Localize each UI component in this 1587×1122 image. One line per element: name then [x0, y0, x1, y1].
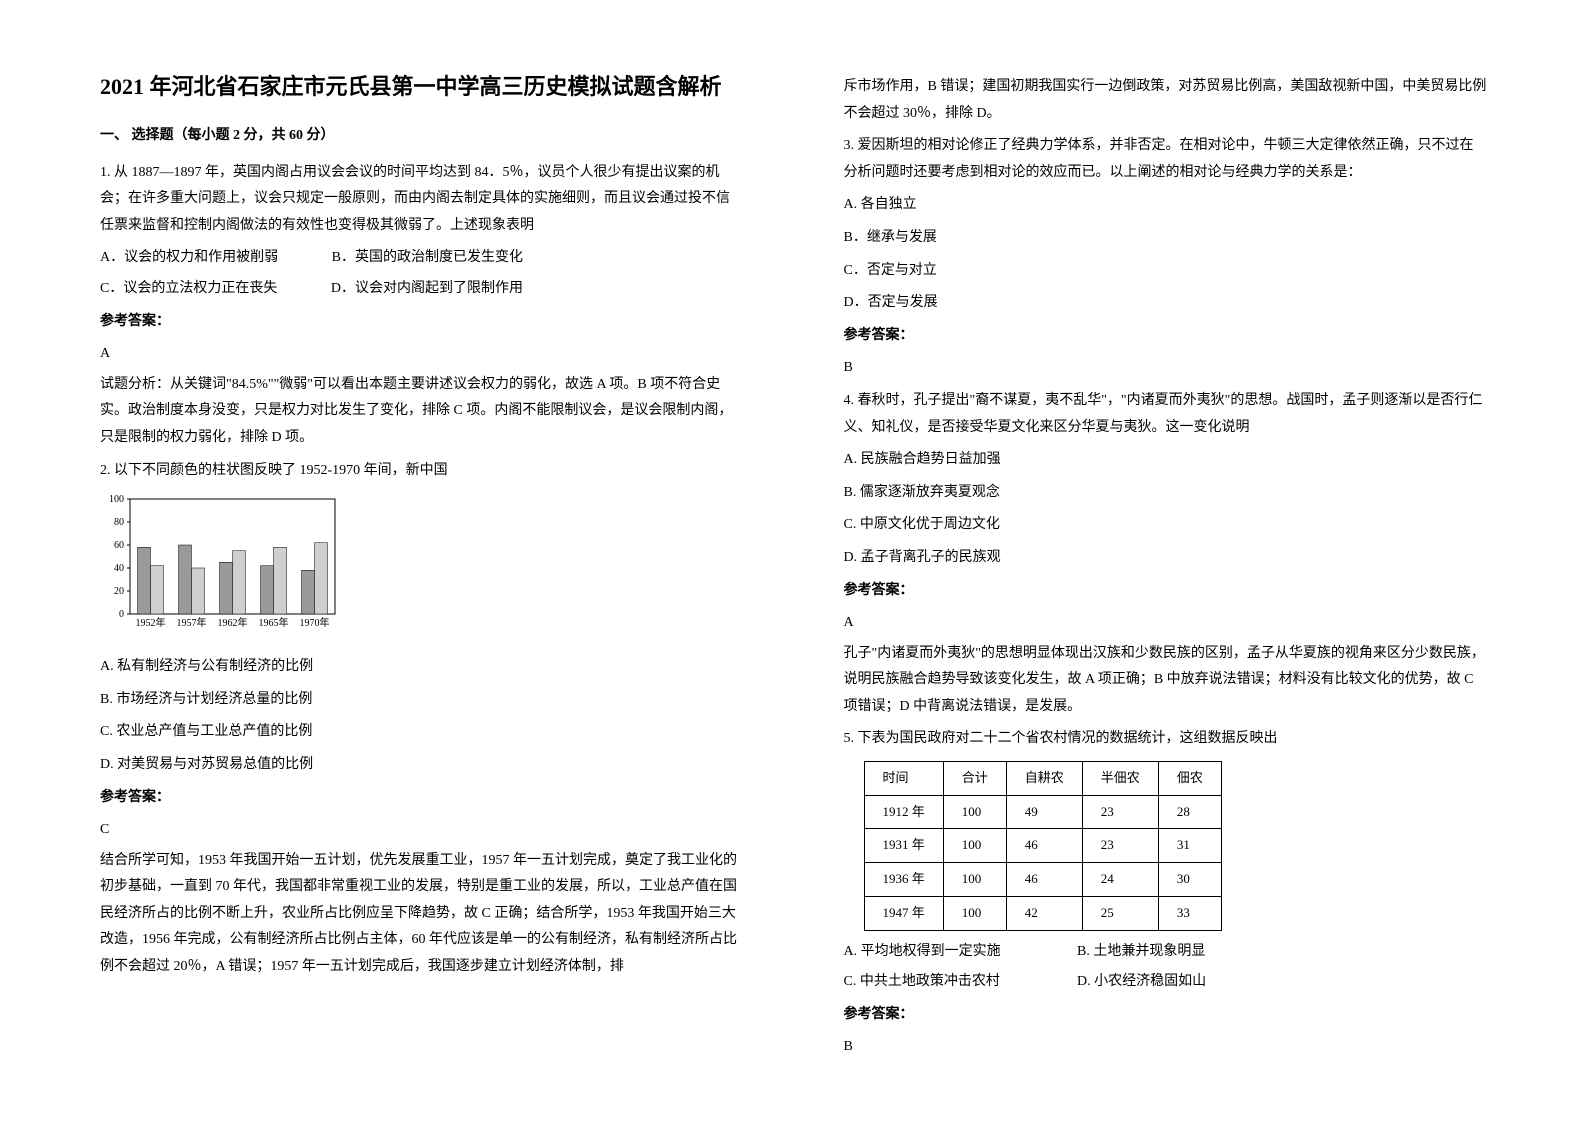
table-cell: 24: [1082, 863, 1158, 897]
table-row: 1936 年100462430: [864, 863, 1221, 897]
section-header: 一、 选择题（每小题 2 分，共 60 分）: [100, 123, 744, 150]
table-cell: 100: [943, 863, 1006, 897]
table-cell: 23: [1082, 829, 1158, 863]
q2-text: 2. 以下不同颜色的柱状图反映了 1952-1970 年间，新中国: [100, 458, 744, 485]
q5-answer-label: 参考答案：: [844, 1002, 1488, 1029]
svg-text:100: 100: [109, 494, 124, 505]
q2-answer: C: [100, 817, 744, 844]
q2-optC: C. 农业总产值与工业总产值的比例: [100, 719, 744, 746]
svg-text:40: 40: [114, 563, 124, 574]
table-cell: 1947 年: [864, 896, 943, 930]
table-cell: 1931 年: [864, 829, 943, 863]
table-cell: 100: [943, 896, 1006, 930]
table-cell: 25: [1082, 896, 1158, 930]
table-cell: 100: [943, 795, 1006, 829]
table-cell: 33: [1158, 896, 1221, 930]
q5-optC: C. 中共土地政策冲击农村: [844, 969, 1074, 996]
q5-text: 5. 下表为国民政府对二十二个省农村情况的数据统计，这组数据反映出: [844, 726, 1488, 753]
table-header-cell: 自耕农: [1006, 762, 1082, 796]
q2-explanation: 结合所学可知，1953 年我国开始一五计划，优先发展重工业，1957 年一五计划…: [100, 848, 744, 981]
q4-answer-label: 参考答案：: [844, 578, 1488, 605]
q5-optA: A. 平均地权得到一定实施: [844, 939, 1074, 966]
left-column: 2021 年河北省石家庄市元氏县第一中学高三历史模拟试题含解析 一、 选择题（每…: [0, 0, 794, 1122]
q4-answer: A: [844, 610, 1488, 637]
table-row: 1947 年100422533: [864, 896, 1221, 930]
q5-answer: B: [844, 1034, 1488, 1061]
q5-options-row2: C. 中共土地政策冲击农村 D. 小农经济稳固如山: [844, 969, 1488, 996]
table-cell: 23: [1082, 795, 1158, 829]
q2-optB: B. 市场经济与计划经济总量的比例: [100, 687, 744, 714]
q1-answer-label: 参考答案：: [100, 309, 744, 336]
table-row: 1931 年100462331: [864, 829, 1221, 863]
svg-text:1962年: 1962年: [218, 616, 248, 629]
svg-text:1965年: 1965年: [259, 616, 289, 629]
svg-text:1957年: 1957年: [177, 616, 207, 629]
q1-options-2: C．议会的立法权力正在丧失 D．议会对内阁起到了限制作用: [100, 276, 744, 303]
q2-explanation-cont: 斥市场作用，B 错误；建国初期我国实行一边倒政策，对苏贸易比例高，美国敌视新中国…: [844, 74, 1488, 127]
q4-optA: A. 民族融合趋势日益加强: [844, 447, 1488, 474]
q4-optC: C. 中原文化优于周边文化: [844, 512, 1488, 539]
q4-optD: D. 孟子背离孔子的民族观: [844, 545, 1488, 572]
table-cell: 100: [943, 829, 1006, 863]
table-cell: 28: [1158, 795, 1221, 829]
q1-optD: D．议会对内阁起到了限制作用: [331, 276, 523, 303]
svg-text:1970年: 1970年: [300, 616, 330, 629]
q3-optC: C．否定与对立: [844, 258, 1488, 285]
q2-optA: A. 私有制经济与公有制经济的比例: [100, 654, 744, 681]
q2-optD: D. 对美贸易与对苏贸易总值的比例: [100, 752, 744, 779]
table-row: 1912 年100492328: [864, 795, 1221, 829]
q2-answer-label: 参考答案：: [100, 785, 744, 812]
table-cell: 31: [1158, 829, 1221, 863]
bar-chart-svg: 0 20 40 60 80 100 1952年 1957年 1962年 1965年 1970年: [100, 494, 340, 644]
q4-explanation: 孔子"内诸夏而外夷狄"的思想明显体现出汉族和少数民族的区别，孟子从华夏族的视角来…: [844, 641, 1488, 721]
table-cell: 46: [1006, 829, 1082, 863]
q1-optB: B．英国的政治制度已发生变化: [332, 245, 523, 272]
q4-text: 4. 春秋时，孔子提出"裔不谋夏，夷不乱华"，"内诸夏而外夷狄"的思想。战国时，…: [844, 388, 1488, 441]
q1-text: 1. 从 1887—1897 年，英国内阁占用议会会议的时间平均达到 84．5％…: [100, 160, 744, 240]
q1-optC: C．议会的立法权力正在丧失: [100, 276, 277, 303]
q4-optB: B. 儒家逐渐放弃夷夏观念: [844, 480, 1488, 507]
table-cell: 1936 年: [864, 863, 943, 897]
table-cell: 46: [1006, 863, 1082, 897]
table-header-cell: 时间: [864, 762, 943, 796]
svg-text:80: 80: [114, 517, 124, 528]
document-title: 2021 年河北省石家庄市元氏县第一中学高三历史模拟试题含解析: [100, 70, 744, 103]
table-cell: 42: [1006, 896, 1082, 930]
q1-options: A．议会的权力和作用被削弱 B．英国的政治制度已发生变化: [100, 245, 744, 272]
q3-optD: D．否定与发展: [844, 290, 1488, 317]
table-cell: 1912 年: [864, 795, 943, 829]
table-header-cell: 佃农: [1158, 762, 1221, 796]
svg-text:20: 20: [114, 586, 124, 597]
q1-optA: A．议会的权力和作用被削弱: [100, 245, 278, 272]
table-cell: 49: [1006, 795, 1082, 829]
q3-optA: A. 各自独立: [844, 192, 1488, 219]
table-header-cell: 合计: [943, 762, 1006, 796]
svg-text:0: 0: [119, 609, 124, 620]
svg-text:1952年: 1952年: [136, 616, 166, 629]
q3-answer-label: 参考答案：: [844, 323, 1488, 350]
q5-optB: B. 土地兼并现象明显: [1077, 939, 1205, 966]
q5-optD: D. 小农经济稳固如山: [1077, 969, 1206, 996]
q3-answer: B: [844, 355, 1488, 382]
svg-text:60: 60: [114, 540, 124, 551]
table-cell: 30: [1158, 863, 1221, 897]
q1-explanation: 试题分析：从关键词"84.5%""微弱"可以看出本题主要讲述议会权力的弱化，故选…: [100, 372, 744, 452]
q5-options-row1: A. 平均地权得到一定实施 B. 土地兼并现象明显: [844, 939, 1488, 966]
q2-chart: 0 20 40 60 80 100 1952年 1957年 1962年 1965年 1970年: [100, 494, 340, 644]
q5-table: 时间合计自耕农半佃农佃农 1912 年1004923281931 年100462…: [864, 761, 1222, 930]
right-column: 斥市场作用，B 错误；建国初期我国实行一边倒政策，对苏贸易比例高，美国敌视新中国…: [794, 0, 1587, 1122]
q3-optB: B．继承与发展: [844, 225, 1488, 252]
table-header-cell: 半佃农: [1082, 762, 1158, 796]
q1-answer: A: [100, 341, 744, 368]
q3-text: 3. 爱因斯坦的相对论修正了经典力学体系，并非否定。在相对论中，牛顿三大定律依然…: [844, 133, 1488, 186]
